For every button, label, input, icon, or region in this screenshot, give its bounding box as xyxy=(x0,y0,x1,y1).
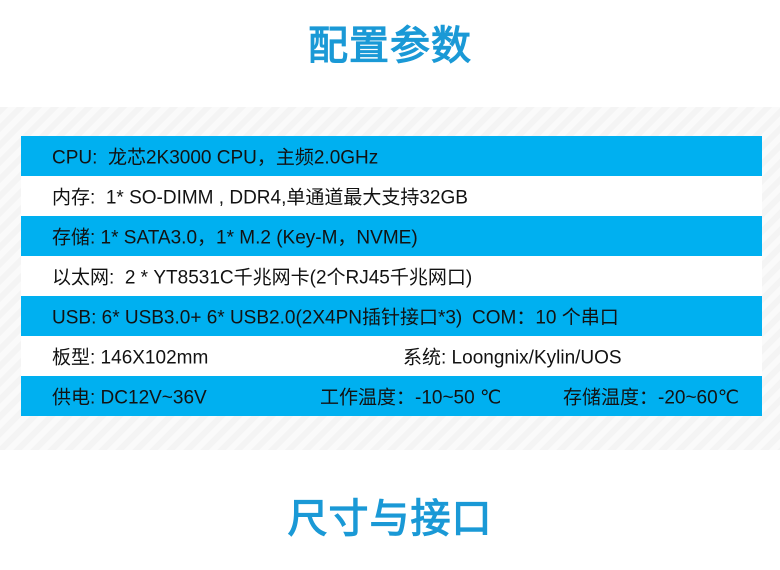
spec-row-usb-com: USB: 6* USB3.0+ 6* USB2.0(2X4PN插针接口*3) C… xyxy=(21,296,762,336)
cpu-spec: CPU: 龙芯2K3000 CPU，主频2.0GHz xyxy=(52,147,379,169)
power-spec: 供电: DC12V~36V xyxy=(52,387,207,409)
spec-row-board-os: 板型: 146X102mm 系统: Loongnix/Kylin/UOS xyxy=(21,336,762,376)
usb-spec: USB: 6* USB3.0+ 6* USB2.0(2X4PN插针接口*3) xyxy=(52,307,463,329)
spec-row-ethernet: 以太网: 2 * YT8531C千兆网卡(2个RJ45千兆网口) xyxy=(21,256,762,296)
storage-spec: 存储: 1* SATA3.0，1* M.2 (Key-M，NVME) xyxy=(52,227,418,249)
spec-row-storage: 存储: 1* SATA3.0，1* M.2 (Key-M，NVME) xyxy=(21,216,762,256)
spec-row-cpu: CPU: 龙芯2K3000 CPU，主频2.0GHz xyxy=(21,136,762,176)
spec-row-power-temp: 供电: DC12V~36V 工作温度：-10~50 ℃ 存储温度：-20~60℃ xyxy=(21,376,762,416)
board-size-spec: 板型: 146X102mm xyxy=(52,347,209,369)
ethernet-spec: 以太网: 2 * YT8531C千兆网卡(2个RJ45千兆网口) xyxy=(52,267,473,289)
operating-temp-spec: 工作温度：-10~50 ℃ xyxy=(320,387,502,409)
dimensions-section-title: 尺寸与接口 xyxy=(287,497,493,541)
memory-spec: 内存: 1* SO-DIMM , DDR4,单通道最大支持32GB xyxy=(52,187,468,209)
spec-panel: CPU: 龙芯2K3000 CPU，主频2.0GHz 内存: 1* SO-DIM… xyxy=(0,107,780,450)
os-spec: 系统: Loongnix/Kylin/UOS xyxy=(403,347,622,369)
spec-row-memory: 内存: 1* SO-DIMM , DDR4,单通道最大支持32GB xyxy=(21,176,762,216)
com-spec: COM：10 个串口 xyxy=(472,307,619,329)
config-section-title: 配置参数 xyxy=(308,24,472,68)
storage-temp-spec: 存储温度：-20~60℃ xyxy=(563,387,740,409)
spec-table: CPU: 龙芯2K3000 CPU，主频2.0GHz 内存: 1* SO-DIM… xyxy=(21,136,762,416)
